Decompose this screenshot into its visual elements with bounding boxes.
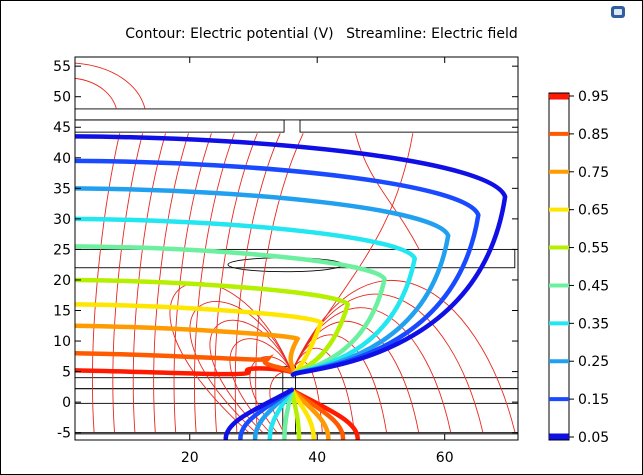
- contour-0.75: [75, 323, 301, 377]
- plot-frame: [74, 56, 519, 441]
- colorbar-label-0.95: 0.95: [578, 89, 609, 105]
- colorbar-body: [548, 92, 570, 441]
- y-tick-label-25: 25: [53, 242, 71, 258]
- contour-0.65: [75, 302, 324, 377]
- geometry-rect-2: [299, 119, 518, 133]
- x-tick-label-40: 40: [308, 450, 326, 466]
- colorbar-label-0.05: 0.05: [578, 430, 609, 446]
- y-tick-label--5: -5: [57, 426, 71, 442]
- contour-lower-0.05: [223, 387, 294, 440]
- geometry-rect-0: [75, 108, 518, 121]
- colorbar-label-0.45: 0.45: [578, 278, 609, 294]
- field-line-24: [355, 133, 420, 250]
- y-axis: -5 0 5 10 15 20 25 30 35 40 45 50 55: [53, 59, 518, 442]
- field-line-11: [229, 338, 293, 433]
- colorbar-label-0.35: 0.35: [578, 316, 609, 332]
- field-line-5: [194, 133, 235, 433]
- y-tick-label-5: 5: [62, 365, 71, 381]
- colorbar: 0.95 0.85 0.75 0.65 0.55 0.45 0.35 0.25 0.15 0.05: [548, 89, 609, 446]
- x-axis: 20 40 60: [181, 57, 454, 466]
- colorbar-label-0.65: 0.65: [578, 203, 609, 219]
- y-tick-label-55: 55: [53, 59, 71, 75]
- field-line-25: [291, 133, 414, 372]
- y-tick-label-15: 15: [53, 304, 71, 320]
- y-tick-label-20: 20: [53, 273, 71, 289]
- x-tick-label-60: 60: [436, 450, 454, 466]
- geometry-rect-3: [75, 248, 516, 269]
- field-line-13: [189, 301, 293, 433]
- y-tick-label-0: 0: [62, 395, 71, 411]
- field-line-21: [291, 280, 516, 433]
- contour-0.55: [75, 277, 351, 377]
- field-line-22: [75, 62, 146, 110]
- contour-title: Contour: Electric potential (V): [125, 26, 334, 42]
- geometry-rect-1: [75, 119, 285, 133]
- y-tick-label-10: 10: [53, 334, 71, 350]
- colorbar-label-0.75: 0.75: [578, 165, 609, 181]
- y-tick-label-30: 30: [53, 212, 71, 228]
- x-tick-label-20: 20: [181, 450, 199, 466]
- contour-lines: [75, 134, 508, 440]
- view-cube-icon[interactable]: [609, 4, 627, 20]
- contour-0.85: [75, 351, 296, 377]
- colorbar-label-0.55: 0.55: [578, 241, 609, 257]
- streamline-title: Streamline: Electric field: [346, 26, 518, 42]
- geometry-rect-6: [75, 432, 518, 435]
- field-line-23: [75, 77, 117, 110]
- field-line-4: [173, 133, 212, 433]
- field-line-12: [209, 319, 293, 433]
- y-tick-label-45: 45: [53, 120, 71, 136]
- plot-title: Contour: Electric potential (V) Streamli…: [0, 26, 643, 42]
- y-tick-label-35: 35: [53, 181, 71, 197]
- contour-0.05: [75, 134, 508, 377]
- colorbar-label-0.15: 0.15: [578, 392, 609, 408]
- colorbar-label-0.25: 0.25: [578, 354, 609, 370]
- colorbar-label-0.85: 0.85: [578, 127, 609, 143]
- y-tick-label-50: 50: [53, 90, 71, 106]
- plot-border: [74, 56, 519, 441]
- y-tick-label-40: 40: [53, 151, 71, 167]
